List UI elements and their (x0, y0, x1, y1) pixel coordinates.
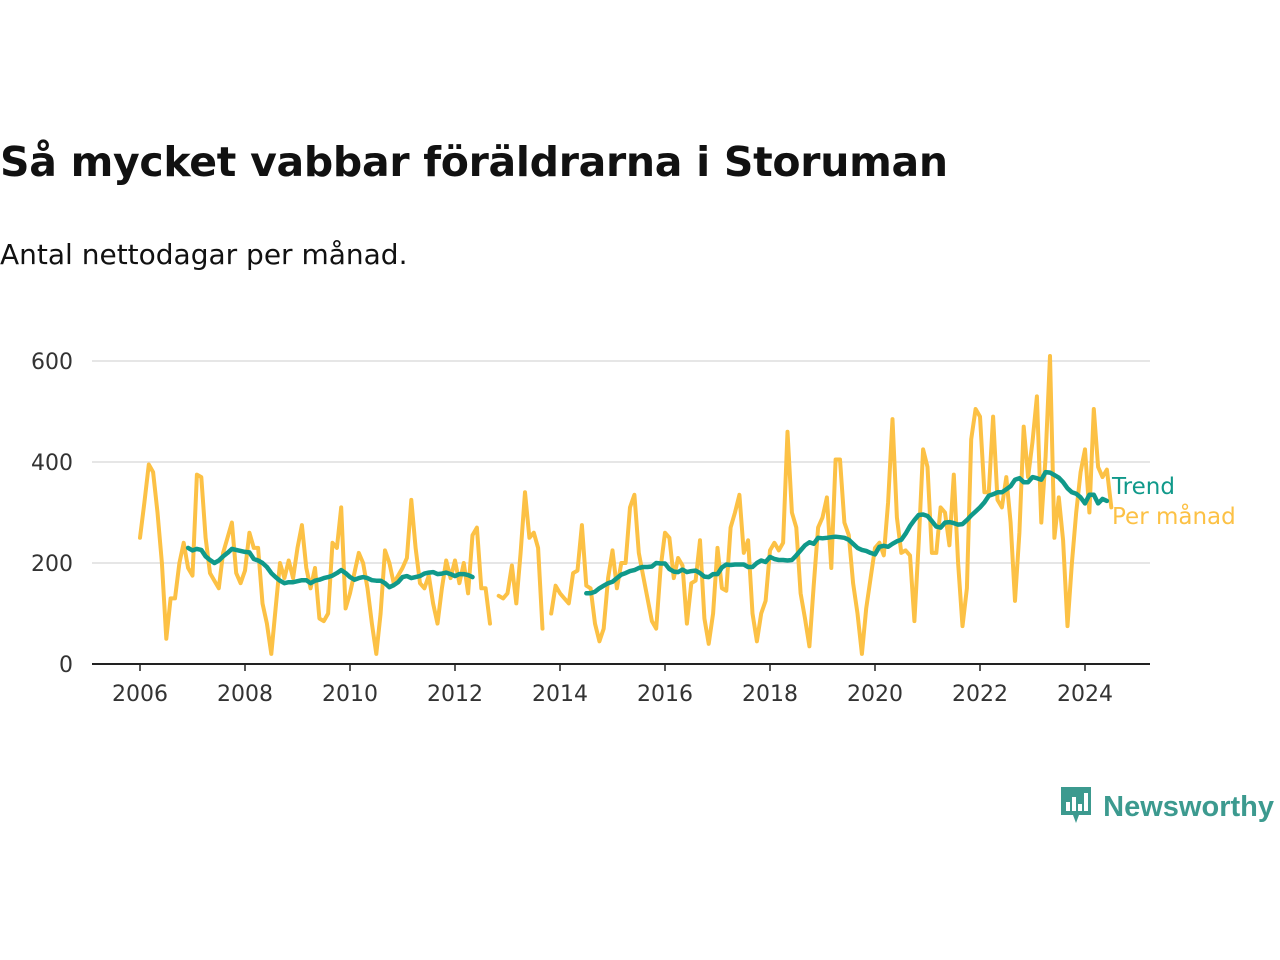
newsworthy-brand[interactable]: Newsworthy (1059, 785, 1274, 829)
chart-title: Så mycket vabbar föräldrarna i Storuman (0, 138, 948, 186)
x-axis: 2006 2008 2010 2012 2014 2016 2018 2020 2022 2024 (92, 663, 1150, 707)
y-axis-ticks: 0 200 400 600 (31, 350, 73, 678)
x-tick-label: 2018 (742, 682, 798, 707)
y-tick-label: 400 (31, 451, 73, 476)
x-tick-label: 2010 (322, 682, 378, 707)
x-tick-label: 2024 (1057, 682, 1113, 707)
chart-subtitle: Antal nettodagar per månad. (0, 238, 408, 271)
y-tick-label: 600 (31, 350, 73, 375)
legend: Trend Per månad (1111, 474, 1236, 530)
x-tick-label: 2006 (112, 682, 168, 707)
series-lines (138, 354, 1114, 656)
legend-label-trend: Trend (1111, 474, 1175, 500)
legend-label-per-manad: Per månad (1112, 502, 1236, 530)
series-line-per-manad (138, 462, 492, 656)
x-tick-label: 2014 (532, 682, 588, 707)
x-tick-label: 2008 (217, 682, 273, 707)
x-tick-label: 2012 (427, 682, 483, 707)
newsworthy-logo-icon (1059, 785, 1093, 829)
x-tick-label: 2020 (847, 682, 903, 707)
x-tick-label: 2016 (637, 682, 693, 707)
newsworthy-logo-text: Newsworthy (1103, 790, 1274, 823)
y-tick-label: 0 (59, 653, 73, 678)
series-line-trend (584, 469, 1110, 596)
series-line-per-manad (549, 354, 1114, 656)
series-line-trend (185, 545, 475, 590)
x-tick-label: 2022 (952, 682, 1008, 707)
y-tick-label: 200 (31, 552, 73, 577)
series-line-per-manad (496, 490, 545, 631)
